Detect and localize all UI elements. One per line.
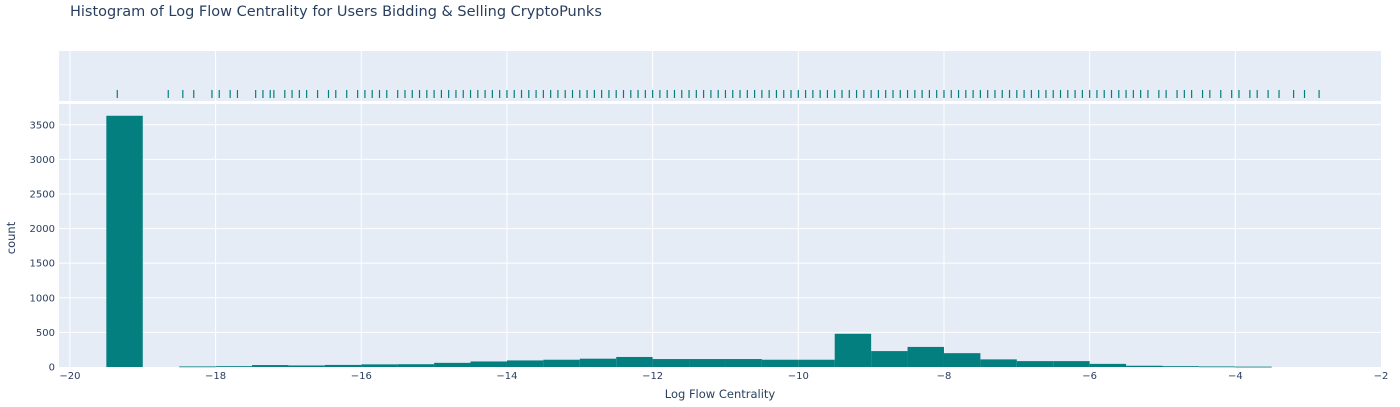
histogram-bar bbox=[106, 115, 143, 367]
histogram-bar bbox=[1016, 361, 1054, 367]
histogram-bar bbox=[1089, 363, 1127, 367]
histogram-bar bbox=[725, 359, 762, 367]
y-tick-label: 1500 bbox=[30, 259, 55, 270]
histogram-bar bbox=[1235, 366, 1272, 368]
x-tick-label: −14 bbox=[496, 371, 517, 382]
rug-marks bbox=[116, 90, 1320, 98]
histogram-bar bbox=[761, 359, 799, 367]
histogram-bar bbox=[798, 359, 835, 367]
histogram-bar bbox=[397, 364, 435, 367]
histogram-bar bbox=[834, 333, 872, 367]
histogram-bar bbox=[252, 365, 289, 367]
histogram-bar bbox=[652, 359, 690, 367]
histogram-bar bbox=[179, 366, 216, 368]
x-tick-label: −8 bbox=[937, 371, 952, 382]
histogram-bar bbox=[689, 359, 726, 367]
histogram-bar bbox=[1053, 361, 1090, 367]
y-axis-ticks: 0 500 1000 1500 2000 2500 3000 3500 bbox=[30, 120, 55, 373]
histogram-bar bbox=[943, 353, 981, 367]
x-tick-label: −18 bbox=[205, 371, 226, 382]
histogram-bar bbox=[579, 358, 617, 367]
x-tick-label: −12 bbox=[642, 371, 663, 382]
x-tick-label: −20 bbox=[59, 371, 80, 382]
histogram-bar bbox=[1162, 366, 1199, 367]
x-tick-label: −10 bbox=[788, 371, 809, 382]
histogram-plot-area bbox=[59, 104, 1381, 367]
rug-plot-area bbox=[59, 51, 1381, 101]
histogram-bar bbox=[907, 346, 944, 367]
x-tick-label: −2 bbox=[1374, 371, 1389, 382]
x-tick-label: −6 bbox=[1082, 371, 1097, 382]
y-tick-label: 1000 bbox=[30, 293, 55, 304]
histogram-bar bbox=[470, 361, 507, 367]
histogram-bars bbox=[106, 115, 1272, 368]
histogram-bar bbox=[288, 365, 325, 367]
y-tick-label: 0 bbox=[49, 363, 55, 374]
histogram-bar bbox=[215, 366, 253, 367]
y-axis-title: count bbox=[4, 221, 18, 254]
y-tick-label: 500 bbox=[36, 328, 55, 339]
histogram-bar bbox=[506, 360, 544, 367]
chart-title: Histogram of Log Flow Centrality for Use… bbox=[70, 4, 602, 20]
x-tick-label: −4 bbox=[1228, 371, 1243, 382]
histogram-bar bbox=[1126, 365, 1163, 367]
rug-gridlines bbox=[69, 51, 1236, 101]
histogram-bar bbox=[434, 362, 471, 367]
x-tick-label: −16 bbox=[351, 371, 372, 382]
histogram-gridlines bbox=[59, 104, 1381, 367]
histogram-bar bbox=[324, 364, 362, 367]
histogram-bar bbox=[1198, 366, 1236, 368]
y-tick-label: 3500 bbox=[30, 120, 55, 131]
histogram-bar bbox=[361, 364, 398, 367]
histogram-bar bbox=[980, 359, 1017, 367]
y-tick-label: 2000 bbox=[30, 224, 55, 235]
histogram-bar bbox=[871, 351, 908, 367]
x-axis-title: Log Flow Centrality bbox=[665, 387, 776, 401]
x-axis-ticks: −20 −18 −16 −14 −12 −10 −8 −6 −4 −2 bbox=[59, 371, 1388, 382]
histogram-bar bbox=[543, 359, 580, 367]
y-tick-label: 2500 bbox=[30, 189, 55, 200]
histogram-bar bbox=[616, 356, 653, 367]
y-tick-label: 3000 bbox=[30, 155, 55, 166]
